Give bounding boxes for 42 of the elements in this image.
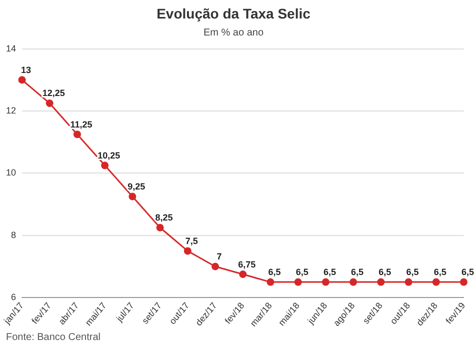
point — [294, 278, 302, 286]
data-label: 10,25 — [98, 150, 120, 160]
point — [404, 278, 412, 286]
y-tick-label: 6 — [10, 292, 16, 302]
point — [377, 278, 385, 286]
data-label: 7 — [216, 251, 222, 262]
y-tick-label: 12 — [6, 105, 16, 116]
data-label: 11,25 — [70, 119, 92, 130]
point — [156, 224, 164, 232]
data-label: 6,5 — [351, 267, 364, 278]
data-label: 6,75 — [238, 259, 256, 270]
data-label: 12,25 — [42, 88, 65, 98]
point — [432, 278, 440, 286]
point — [184, 247, 192, 255]
y-tick-label: 8 — [10, 230, 16, 240]
point — [350, 278, 358, 286]
point — [460, 278, 468, 286]
data-label: 6,5 — [268, 267, 281, 278]
point — [18, 76, 26, 84]
data-label: 8,25 — [155, 212, 173, 223]
point — [239, 270, 247, 278]
data-label: 6,5 — [406, 267, 419, 278]
data-label: 6,5 — [323, 267, 336, 278]
point — [73, 130, 81, 138]
source-note: Fonte: Banco Central — [6, 332, 100, 343]
chart-subtitle: Em % ao ano — [203, 28, 264, 39]
point — [101, 162, 109, 170]
y-tick-label: 10 — [6, 168, 16, 178]
point — [46, 99, 54, 107]
data-label: 6,5 — [378, 267, 392, 278]
data-label: 7,5 — [185, 236, 198, 246]
point — [266, 278, 274, 286]
point — [322, 278, 330, 286]
data-label: 6,5 — [434, 267, 446, 278]
data-label: 6,5 — [296, 267, 308, 278]
y-tick-label: 14 — [6, 43, 16, 54]
data-label: 13 — [21, 64, 32, 75]
data-label: 6,5 — [461, 267, 474, 278]
point — [128, 192, 136, 200]
point — [212, 262, 220, 270]
chart-title: Evolução da Taxa Selic — [156, 5, 311, 22]
data-label: 9,25 — [128, 182, 146, 192]
